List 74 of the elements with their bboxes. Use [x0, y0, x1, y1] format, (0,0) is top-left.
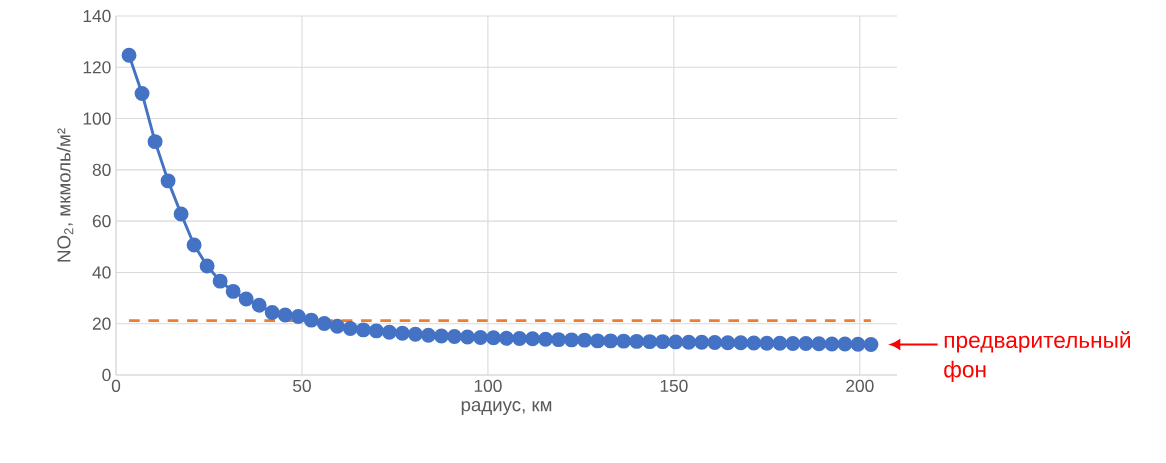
point	[212, 273, 228, 289]
x-tick-label: 200	[846, 379, 874, 392]
point	[811, 336, 827, 352]
text: предварительный фон	[944, 331, 1130, 382]
point	[798, 335, 814, 351]
point	[512, 331, 527, 347]
point	[459, 329, 475, 345]
point	[160, 173, 176, 189]
point	[499, 330, 514, 346]
point	[147, 134, 163, 150]
y-tick-label: 60	[92, 214, 111, 228]
point	[329, 318, 345, 334]
point	[121, 47, 137, 63]
x-tick-label: 150	[660, 379, 688, 392]
point	[446, 329, 462, 344]
point	[303, 312, 319, 328]
point	[629, 333, 645, 349]
point	[199, 258, 215, 274]
point	[420, 327, 436, 343]
x-tick-label: 100	[474, 379, 502, 392]
point	[681, 334, 697, 350]
point	[368, 323, 384, 339]
point	[850, 336, 866, 352]
point	[381, 324, 397, 340]
point	[590, 333, 606, 349]
point	[173, 206, 189, 222]
point	[720, 335, 736, 351]
point	[342, 321, 358, 337]
point	[525, 331, 541, 347]
point	[668, 334, 684, 350]
point	[824, 336, 840, 352]
point	[277, 307, 293, 323]
y-tick-label: 140	[83, 9, 111, 23]
x-tick-label: 50	[293, 379, 311, 392]
y-tick-label: 80	[92, 163, 111, 176]
y-tick-label: 0	[102, 368, 111, 382]
point	[538, 331, 554, 347]
point	[473, 330, 488, 346]
point	[564, 332, 580, 348]
y-tick-label: 100	[83, 112, 111, 125]
x-axis-title: радиус, км	[461, 401, 552, 416]
point	[616, 333, 632, 349]
point	[603, 333, 619, 349]
point	[772, 335, 788, 351]
point	[238, 291, 254, 307]
point	[394, 325, 410, 341]
point	[251, 297, 267, 313]
point	[759, 335, 775, 351]
point	[355, 322, 371, 338]
point	[707, 334, 723, 350]
y-axis-title: NO$_{2}$, мкмоль/м²	[56, 128, 74, 262]
point	[264, 304, 280, 320]
point	[785, 335, 801, 351]
point	[655, 334, 671, 350]
y-tick-label: 120	[83, 61, 111, 74]
point	[694, 334, 710, 350]
point	[407, 326, 423, 342]
y-tick-label: 20	[92, 317, 111, 330]
x-tick-label: 0	[111, 379, 121, 392]
point	[186, 237, 202, 253]
point	[433, 328, 449, 344]
point	[551, 332, 567, 348]
point	[290, 309, 306, 324]
point	[316, 315, 332, 331]
point	[225, 283, 241, 299]
point	[134, 85, 150, 101]
point	[733, 335, 749, 351]
point	[746, 335, 762, 351]
point	[642, 334, 658, 350]
y-tick-label: 40	[92, 266, 111, 279]
point	[863, 337, 879, 352]
point	[486, 330, 501, 346]
point	[577, 332, 593, 348]
point	[837, 336, 853, 352]
